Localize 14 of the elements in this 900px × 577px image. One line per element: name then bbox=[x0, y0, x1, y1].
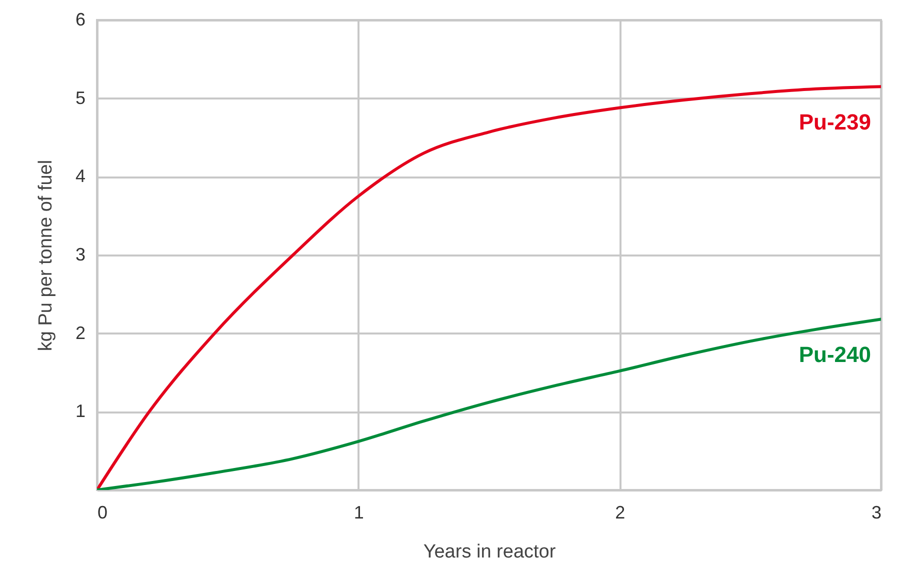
y-tick-label: 4 bbox=[75, 166, 86, 186]
y-tick-label: 2 bbox=[75, 322, 86, 343]
x-tick-label: 2 bbox=[615, 502, 626, 522]
series-label: Pu-240 bbox=[798, 342, 871, 368]
x-axis-title: Years in reactor bbox=[423, 542, 556, 562]
y-tick-label: 6 bbox=[75, 10, 86, 30]
x-tick-label: 3 bbox=[871, 502, 882, 522]
x-tick-label: 0 bbox=[98, 502, 108, 522]
y-tick-label: 5 bbox=[75, 88, 86, 108]
y-axis-title: kg Pu per tonne of fuel bbox=[35, 160, 56, 352]
y-tick-label: 1 bbox=[75, 401, 86, 422]
x-tick-label: 1 bbox=[354, 502, 364, 522]
series-label: Pu-239 bbox=[798, 110, 871, 135]
y-tick-label: 3 bbox=[75, 244, 86, 264]
